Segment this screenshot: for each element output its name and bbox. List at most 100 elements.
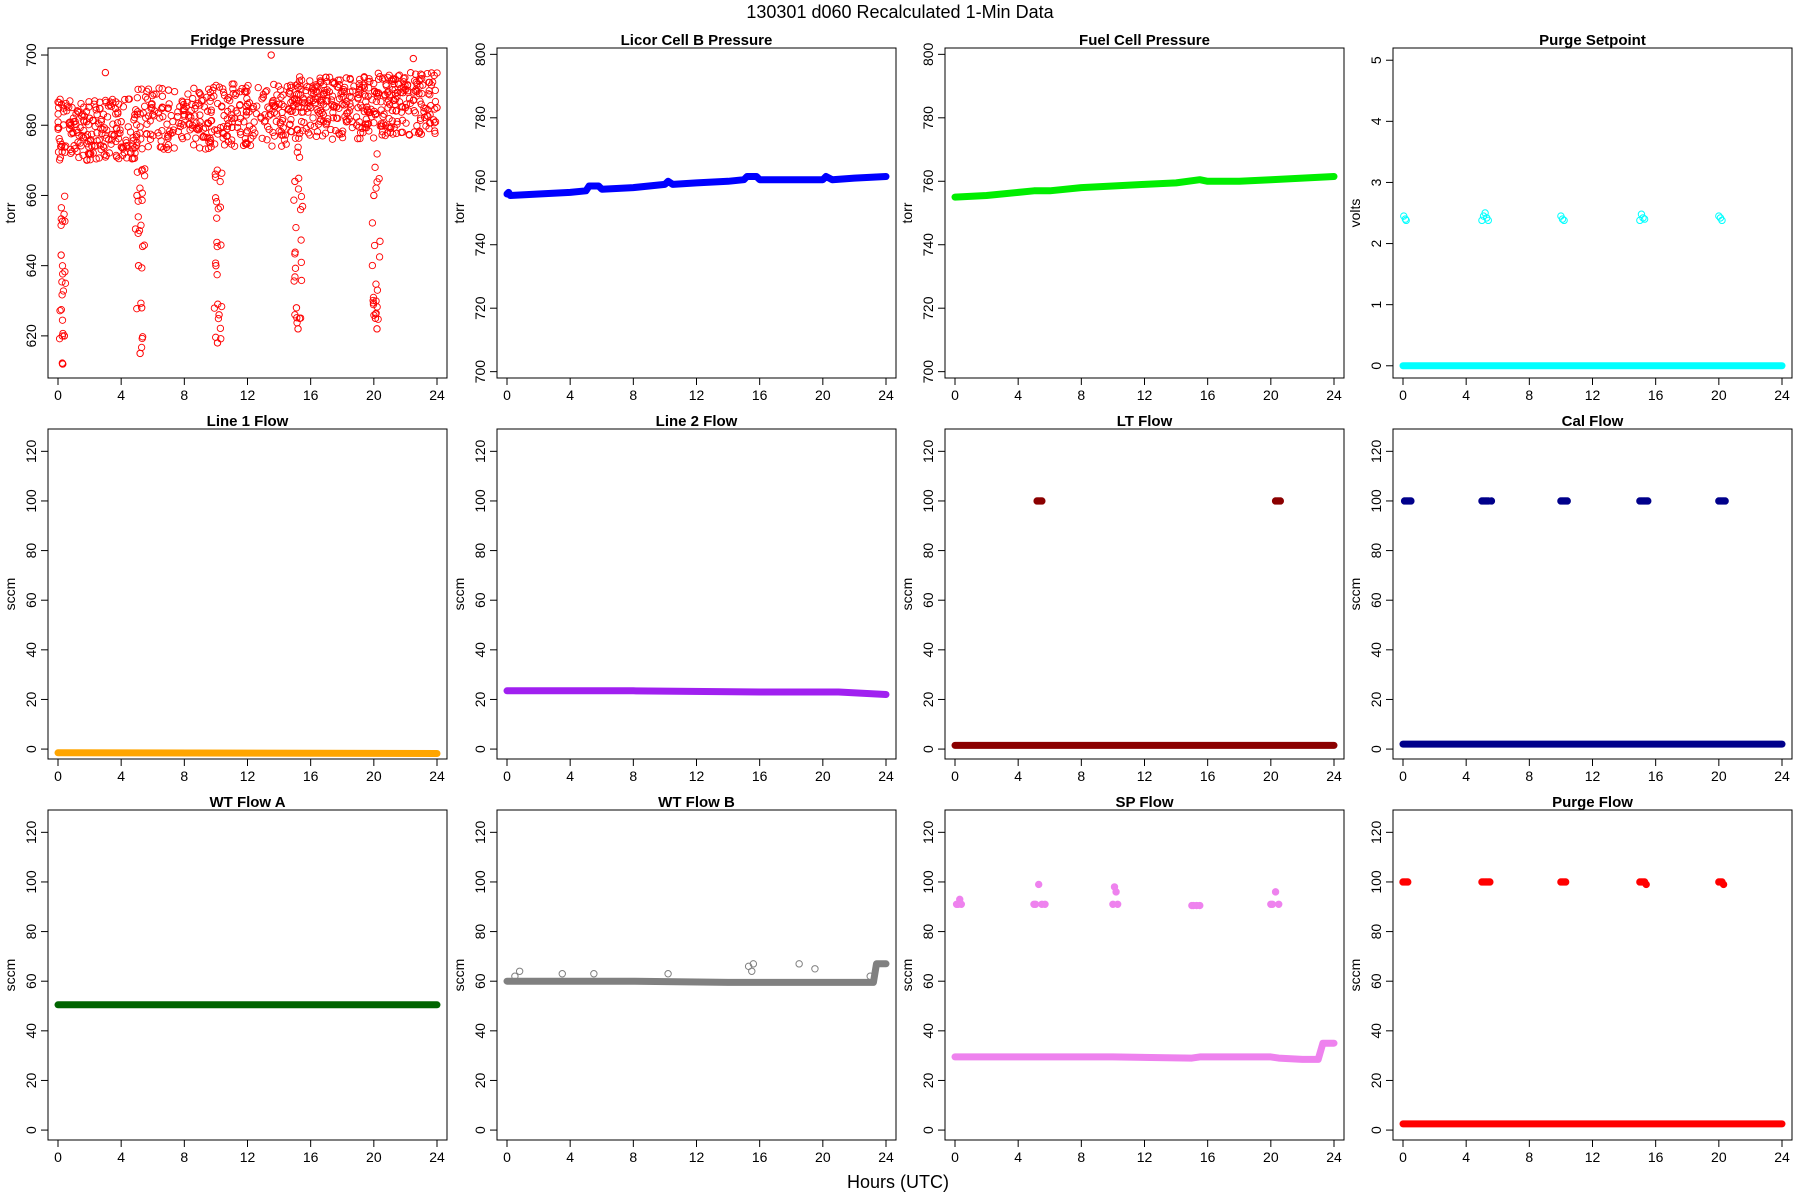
data-point: [61, 279, 70, 287]
data-point: [216, 203, 225, 211]
data-point: [371, 163, 379, 171]
data-point: [103, 113, 112, 121]
y-tick-label: 60: [920, 592, 936, 608]
panel-lt-flow: LT Flow 0 4 8 12 16 20 24 0 20 40 60 80 100 120 sccm: [899, 413, 1345, 784]
data-point: [355, 90, 363, 99]
y-tick-label: 660: [23, 184, 39, 208]
data-point: [297, 236, 305, 244]
spike-point: [1275, 900, 1283, 908]
data-point: [259, 93, 267, 101]
data-point: [55, 98, 63, 107]
y-axis-label: volts: [1347, 199, 1363, 228]
data-point: [57, 204, 66, 212]
data-point: [189, 141, 198, 149]
data-point: [133, 94, 141, 102]
x-tick-label: 8: [1077, 387, 1085, 403]
data-point: [333, 83, 341, 91]
data-point: [427, 81, 436, 89]
y-axis-label: sccm: [1347, 959, 1363, 992]
panel-licor-cell-b-pressure: Licor Cell B Pressure 0 4 8 12 16 20 24 700 720 74…: [451, 32, 897, 403]
data-point: [179, 107, 187, 115]
data-point: [288, 107, 296, 115]
panel-title: Line 2 Flow: [656, 413, 738, 430]
data-point: [157, 143, 166, 151]
data-points: [1399, 497, 1786, 748]
data-point: [213, 99, 222, 108]
y-tick-label: 120: [1368, 820, 1384, 844]
figure-title: 130301 d060 Recalculated 1-Min Data: [746, 2, 1054, 22]
data-point: [306, 131, 314, 139]
data-point: [127, 149, 135, 157]
spike-point: [1268, 900, 1277, 908]
data-point: [146, 135, 155, 144]
x-tick-label: 24: [1326, 387, 1342, 403]
x-tick-label: 24: [1326, 768, 1342, 784]
x-tick-label: 20: [1711, 1149, 1727, 1165]
data-point: [291, 134, 300, 142]
x-tick-label: 24: [1774, 768, 1790, 784]
data-point: [430, 119, 439, 127]
data-point: [55, 134, 63, 143]
data-point: [86, 150, 94, 158]
data-point: [367, 105, 375, 113]
data-point: [138, 242, 147, 251]
spike-point: [1715, 212, 1723, 220]
y-tick-label: 4: [1368, 117, 1384, 125]
data-point: [78, 132, 86, 140]
x-tick-label: 4: [1462, 768, 1470, 784]
data-point: [403, 81, 412, 90]
data-point: [148, 100, 156, 108]
y-tick-label: 0: [1368, 745, 1384, 753]
data-points: [951, 497, 1338, 749]
data-point: [323, 118, 331, 126]
x-tick-label: 4: [1014, 768, 1022, 784]
data-point: [398, 103, 407, 111]
y-tick-label: 780: [472, 106, 488, 130]
data-point: [213, 238, 221, 246]
data-point: [223, 125, 231, 133]
data-point: [166, 127, 174, 135]
data-point: [147, 130, 155, 138]
data-point: [57, 100, 66, 109]
data-point: [352, 113, 361, 121]
data-point: [306, 121, 315, 129]
plot-frame: [944, 428, 1345, 760]
data-point: [70, 118, 78, 126]
data-point: [101, 131, 109, 139]
y-tick-label: 40: [920, 1023, 936, 1039]
data-point: [150, 90, 158, 98]
data-point: [59, 360, 67, 368]
spike-point: [1640, 215, 1649, 223]
data-point: [272, 117, 280, 126]
data-point: [384, 87, 392, 96]
spike-point: [1276, 497, 1285, 505]
data-point: [222, 132, 231, 140]
data-point: [209, 83, 218, 92]
data-point: [329, 103, 338, 111]
data-point: [220, 91, 229, 100]
y-tick-label: 80: [920, 543, 936, 559]
data-point: [102, 151, 110, 160]
data-point: [141, 102, 149, 110]
data-point: [263, 123, 272, 131]
y-tick-label: 100: [920, 870, 936, 894]
data-point: [320, 86, 329, 95]
plot-frame: [496, 428, 897, 760]
data-point: [311, 95, 319, 103]
data-point: [61, 217, 69, 225]
y-tick-label: 120: [920, 820, 936, 844]
data-point: [157, 137, 165, 145]
data-point: [88, 130, 96, 138]
data-point: [420, 107, 428, 116]
data-point: [138, 196, 146, 204]
plot-frame: [944, 809, 1345, 1141]
data-point: [234, 118, 243, 127]
data-point: [56, 95, 64, 103]
data-point: [369, 134, 378, 142]
data-point: [298, 76, 306, 84]
x-tick-label: 12: [689, 1149, 705, 1165]
y-axis-label: sccm: [451, 578, 467, 611]
x-tick-label: 12: [1137, 1149, 1153, 1165]
y-tick-label: 760: [920, 169, 936, 193]
data-point: [228, 80, 236, 88]
